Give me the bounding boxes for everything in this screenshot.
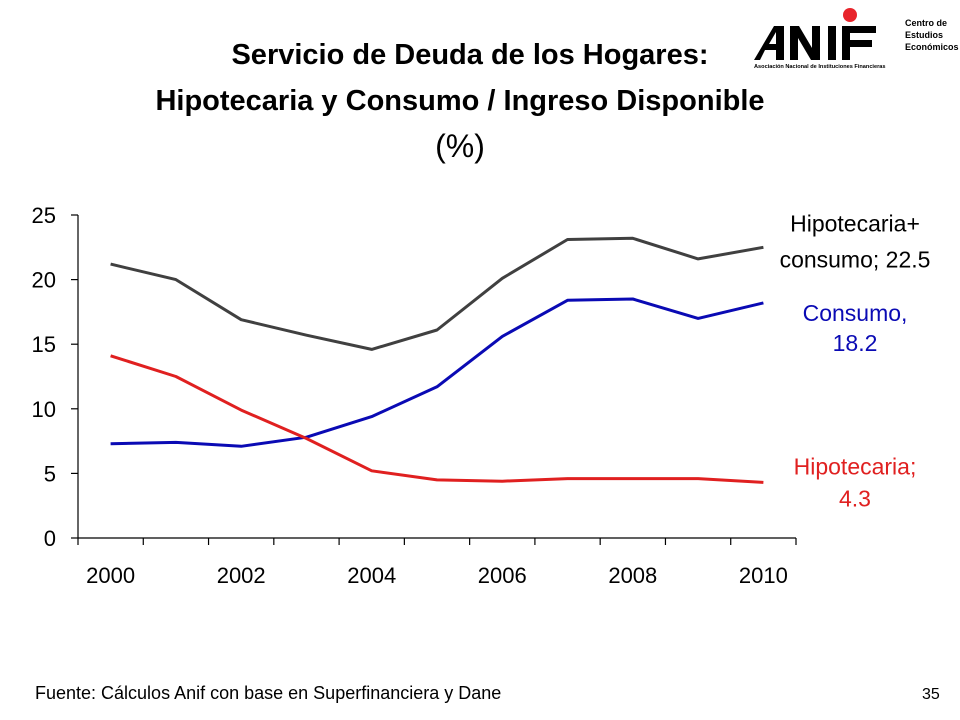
- series-label-hipotecaria: 4.3: [839, 485, 871, 511]
- y-tick-label: 0: [44, 526, 56, 551]
- x-tick-label: 2008: [608, 563, 657, 588]
- series-label-total: Hipotecaria+: [790, 210, 920, 236]
- x-tick-label: 2010: [739, 563, 788, 588]
- title-line-1: Servicio de Deuda de los Hogares:: [231, 39, 709, 71]
- x-tick-label: 2002: [217, 563, 266, 588]
- logo-side-text-3: Económicos: [905, 42, 959, 52]
- y-tick-label: 25: [32, 203, 56, 228]
- y-tick-label: 10: [32, 397, 56, 422]
- footer-source: Fuente: Cálculos Anif con base en Superf…: [35, 683, 502, 703]
- y-tick-label: 20: [32, 268, 56, 293]
- title-line-2: Hipotecaria y Consumo / Ingreso Disponib…: [155, 85, 765, 117]
- y-tick-label: 15: [32, 332, 56, 357]
- y-tick-label: 5: [44, 461, 56, 486]
- chart-title: Servicio de Deuda de los Hogares: Hipote…: [40, 32, 880, 168]
- logo-side-text-1: Centro de: [905, 18, 947, 28]
- series-line-total: [110, 236, 764, 351]
- x-tick-label: 2006: [478, 563, 527, 588]
- series-line-consumo: [110, 297, 764, 448]
- series-line-hipotecaria: [110, 354, 764, 484]
- x-tick-label: 2000: [86, 563, 135, 588]
- series-label-consumo: Consumo,: [803, 300, 908, 326]
- x-tick-label: 2004: [347, 563, 396, 588]
- title-line-3: (%): [435, 128, 485, 164]
- series-label-consumo: 18.2: [833, 330, 878, 356]
- anif-logo: Asociación Nacional de Instituciones Fin…: [754, 8, 959, 70]
- logo-side-text-2: Estudios: [905, 30, 943, 40]
- logo-dot: [843, 8, 857, 22]
- series-label-hipotecaria: Hipotecaria;: [794, 453, 917, 479]
- logo-tagline: Asociación Nacional de Instituciones Fin…: [754, 64, 886, 70]
- page-number: 35: [922, 686, 940, 703]
- series-label-total: consumo; 22.5: [780, 246, 931, 272]
